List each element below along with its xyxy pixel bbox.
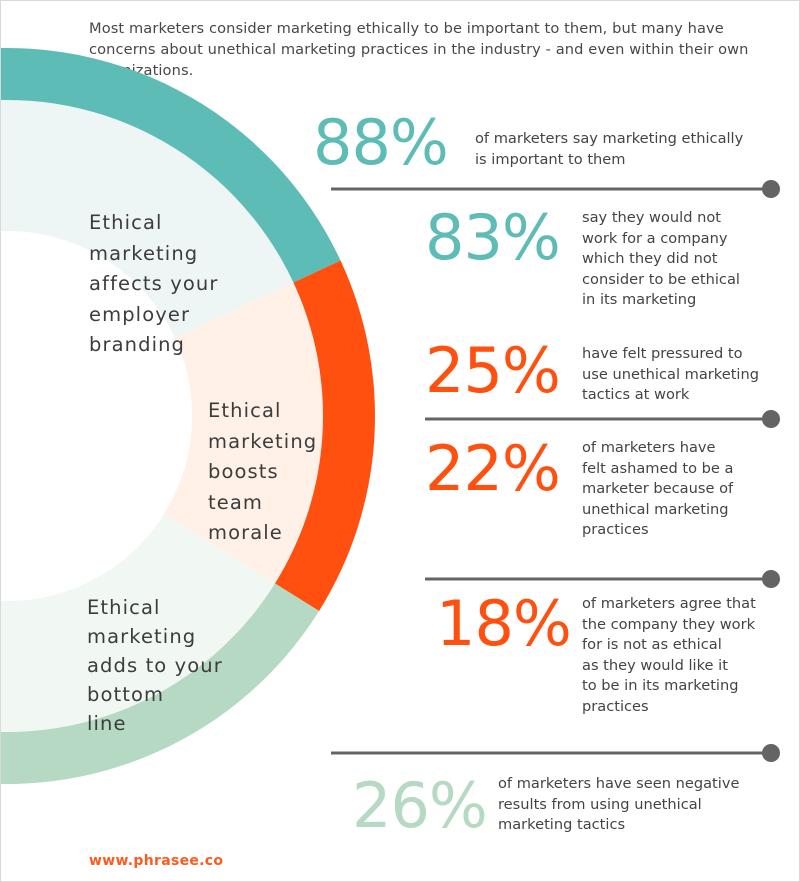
- stat-text-line: the company they work: [582, 615, 756, 633]
- segment-label-employer-branding: Ethical marketing affects your employer …: [89, 208, 218, 361]
- segment-bottom-line-ring: [1, 583, 320, 784]
- segment-label-line: boosts: [208, 460, 279, 483]
- stat-22-value: 22%: [425, 432, 561, 505]
- divider-dot: [762, 570, 780, 588]
- stat-18-value: 18%: [436, 587, 572, 660]
- segment-label-line: bottom: [87, 683, 165, 706]
- stat-text-line: use unethical marketing: [582, 365, 759, 383]
- stat-text-line: is important to them: [475, 150, 626, 168]
- divider-dot: [762, 744, 780, 762]
- stat-text-line: in its marketing: [582, 291, 697, 308]
- segment-label-line: employer: [89, 302, 191, 326]
- stat-text-line: of marketers agree that: [582, 595, 756, 612]
- segment-label-line: marketing: [208, 429, 318, 453]
- stat-text-line: work for a company: [582, 229, 728, 247]
- divider-dot: [762, 410, 780, 428]
- stat-26-value: 26%: [352, 769, 488, 842]
- stat-text-line: practices: [582, 521, 649, 538]
- stat-83-text: say they would not work for a company wh…: [582, 208, 740, 311]
- stat-26-text: of marketers have seen negative results …: [498, 774, 739, 836]
- stat-text-line: of marketers have seen negative: [498, 775, 740, 792]
- segment-employer-branding-fill: [1, 100, 294, 338]
- segment-label-line: Ethical: [87, 596, 161, 619]
- stat-text-line: felt ashamed to be a: [582, 459, 734, 477]
- stat-text-line: have felt pressured to: [582, 345, 743, 362]
- stat-text-line: marketer because of: [582, 480, 734, 497]
- stat-text-line: to be in its marketing: [582, 677, 739, 694]
- divider-dot: [762, 180, 780, 198]
- website-link[interactable]: www.phrasee.co: [89, 853, 224, 869]
- segment-label-line: branding: [89, 333, 186, 356]
- stat-text-line: which they did not: [582, 250, 718, 267]
- divider-lines: [331, 180, 780, 762]
- stat-18-text: of marketers agree that the company they…: [582, 594, 756, 717]
- segment-team-morale-fill: [163, 282, 323, 584]
- stat-88-value: 88%: [313, 106, 449, 179]
- stat-text-line: as they would like it: [582, 656, 728, 674]
- segment-employer-branding-ring: [1, 48, 341, 283]
- donut-hole: [1, 231, 192, 601]
- stat-text-line: for is not as ethical: [582, 636, 722, 653]
- segment-label-line: Ethical: [208, 399, 282, 422]
- stat-text-line: consider to be ethical: [582, 270, 740, 288]
- stat-22-text: of marketers have felt ashamed to be a m…: [582, 438, 733, 541]
- segment-team-morale-ring: [274, 260, 375, 612]
- segment-label-line: Ethical: [89, 211, 163, 234]
- segment-label-line: line: [87, 712, 127, 735]
- stat-text-line: unethical marketing: [582, 500, 729, 518]
- stat-text-line: say they would not: [582, 209, 722, 226]
- stat-text-line: of marketers say marketing ethically: [475, 130, 744, 147]
- stat-25-value: 25%: [425, 334, 561, 407]
- segment-label-line: morale: [208, 521, 283, 544]
- segment-label-line: marketing: [87, 625, 197, 648]
- segment-label-line: marketing: [89, 241, 199, 265]
- donut-chart: [1, 48, 375, 784]
- stat-text-line: marketing tactics: [498, 816, 626, 833]
- segment-label-line: affects your: [89, 272, 219, 295]
- segment-label-team-morale: Ethical marketing boosts team morale: [208, 396, 317, 549]
- stat-text-line: of marketers have: [582, 439, 716, 456]
- stat-text-line: tactics at work: [582, 386, 690, 403]
- stat-88-text: of marketers say marketing ethically is …: [475, 129, 743, 170]
- segment-label-line: adds to your: [87, 654, 223, 677]
- segment-bottom-line-fill: [1, 514, 275, 732]
- stat-text-line: practices: [582, 697, 649, 715]
- stat-25-text: have felt pressured to use unethical mar…: [582, 344, 759, 406]
- stat-83-value: 83%: [425, 201, 561, 274]
- segment-label-bottom-line: Ethical marketing adds to your bottom li…: [87, 593, 223, 738]
- stat-text-line: results from using unethical: [498, 795, 702, 813]
- segment-label-line: team: [208, 490, 263, 514]
